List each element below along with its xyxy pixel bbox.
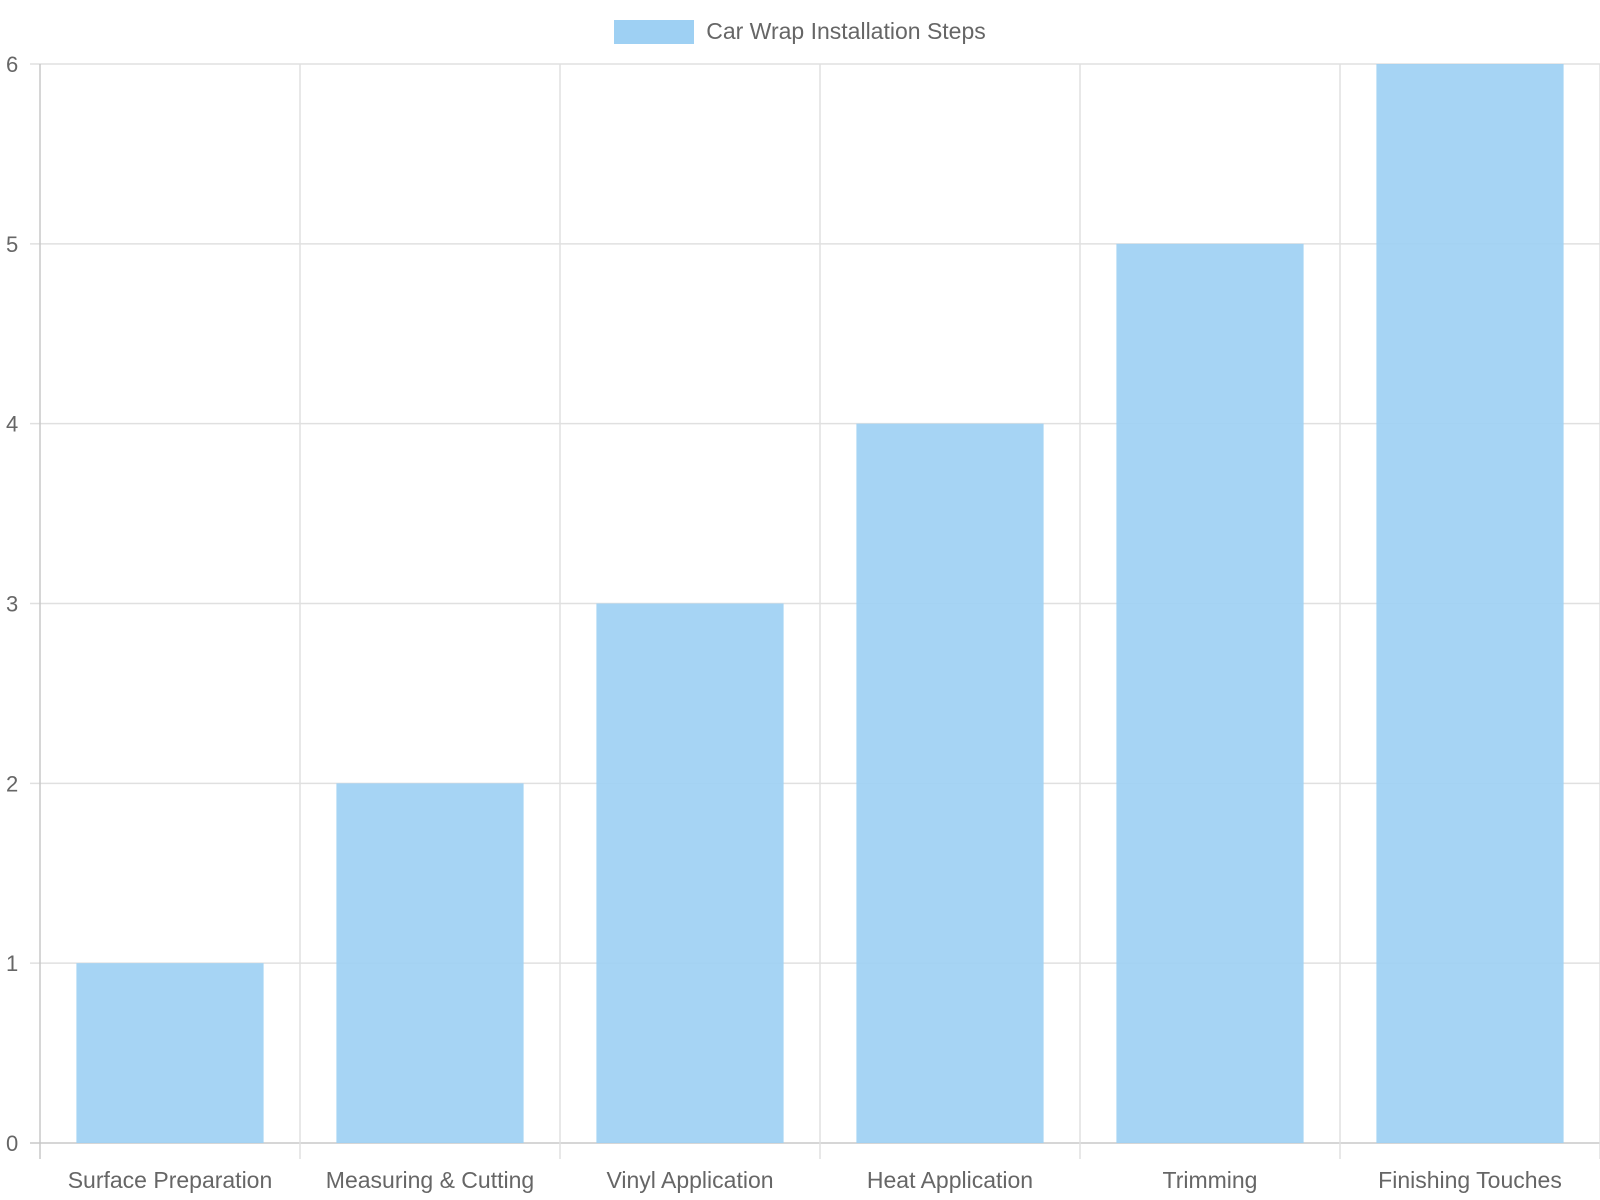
x-tick-label: Surface Preparation bbox=[68, 1167, 273, 1193]
x-tick-label: Finishing Touches bbox=[1378, 1167, 1562, 1193]
y-tick-label: 3 bbox=[6, 592, 18, 617]
bar bbox=[76, 963, 264, 1143]
x-tick-label: Heat Application bbox=[867, 1167, 1033, 1193]
bar bbox=[856, 423, 1044, 1144]
bar bbox=[336, 783, 524, 1143]
y-tick-label: 4 bbox=[6, 412, 18, 437]
bar bbox=[1116, 243, 1304, 1144]
x-tick-label: Trimming bbox=[1163, 1167, 1258, 1193]
y-tick-label: 1 bbox=[6, 951, 18, 976]
x-tick-label: Vinyl Application bbox=[606, 1167, 773, 1193]
x-tick-label: Measuring & Cutting bbox=[326, 1167, 534, 1193]
y-tick-label: 6 bbox=[6, 52, 18, 77]
chart-legend[interactable]: Car Wrap Installation Steps bbox=[0, 18, 1600, 45]
bar bbox=[1376, 64, 1564, 1143]
y-tick-label: 5 bbox=[6, 232, 18, 257]
y-tick-label: 2 bbox=[6, 771, 18, 796]
legend-label: Car Wrap Installation Steps bbox=[706, 18, 986, 44]
bar bbox=[596, 603, 784, 1143]
legend-swatch bbox=[614, 19, 695, 44]
y-tick-label: 0 bbox=[6, 1131, 18, 1156]
